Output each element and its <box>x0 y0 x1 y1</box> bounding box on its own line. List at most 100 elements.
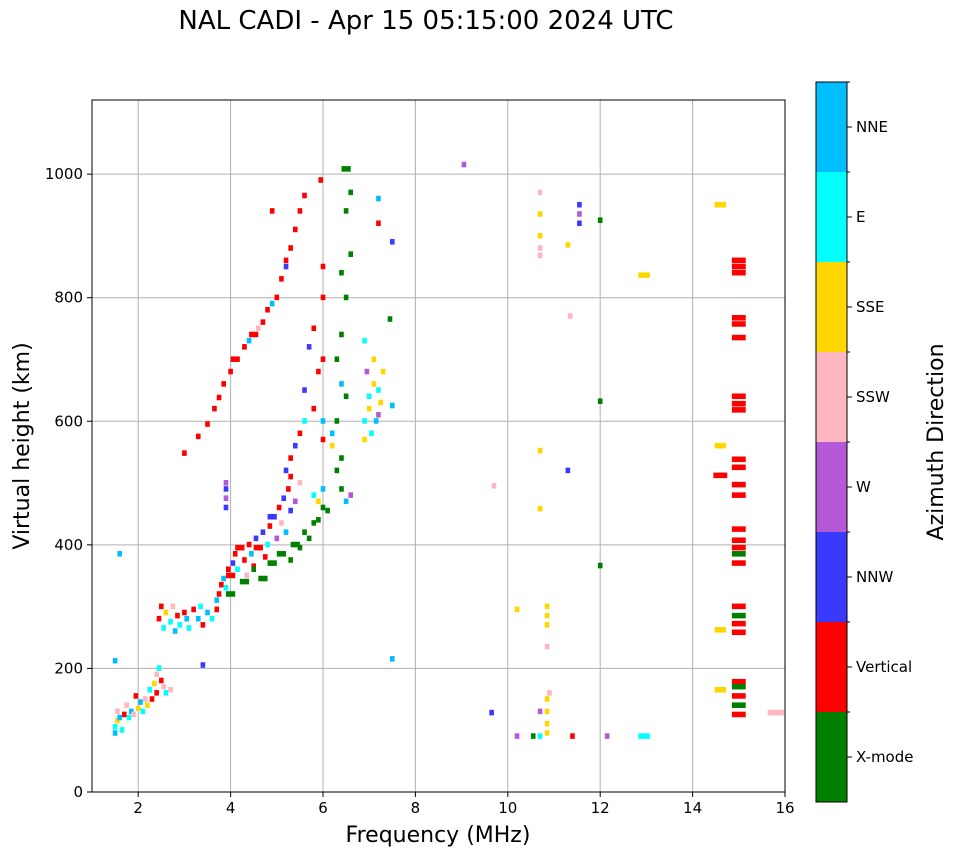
data-point-vertical <box>731 711 746 718</box>
data-point-x-mode <box>302 529 307 535</box>
data-point-sse <box>544 708 550 715</box>
data-point-nnw <box>223 486 229 492</box>
data-point-w <box>274 535 280 542</box>
data-point-vertical <box>205 421 210 427</box>
data-point-sse <box>371 381 377 387</box>
data-point-ssw <box>170 603 176 610</box>
data-point-vertical <box>731 315 746 321</box>
data-point-nnw <box>281 495 287 501</box>
data-point-vertical <box>731 693 746 699</box>
data-point-x-mode <box>343 208 349 214</box>
colorbar-swatch <box>816 262 847 352</box>
data-point-nne <box>329 430 335 437</box>
data-point-nnw <box>577 201 582 208</box>
data-point-ssw <box>491 483 497 489</box>
data-point-x-mode <box>731 702 746 708</box>
data-point-vertical <box>216 591 222 597</box>
data-point-vertical <box>216 394 222 401</box>
colorbar-swatch <box>816 532 847 622</box>
data-point-x-mode <box>597 217 603 223</box>
data-point-x-mode <box>334 467 340 474</box>
data-point-x-mode <box>290 541 300 548</box>
data-point-x-mode <box>731 612 746 619</box>
colorbar-swatch <box>816 352 847 442</box>
x-tick-label: 14 <box>683 799 702 817</box>
colorbar-label-e: E <box>856 208 865 226</box>
data-point-ssw <box>547 690 552 696</box>
data-point-vertical <box>235 544 245 551</box>
data-point-x-mode <box>731 551 746 557</box>
x-tick-label: 6 <box>318 799 328 817</box>
data-point-e <box>362 337 367 344</box>
data-point-vertical <box>316 368 321 375</box>
data-point-nne <box>117 714 123 721</box>
x-ticks: 2 4 6 8 10 12 14 16 <box>133 792 795 817</box>
data-point-ssw <box>131 711 136 718</box>
data-point-ssw <box>537 245 543 251</box>
data-point-x-mode <box>306 535 312 542</box>
y-tick-label: 400 <box>54 536 83 554</box>
data-point-vertical <box>276 504 282 511</box>
data-point-vertical <box>713 472 728 479</box>
data-point-x-mode <box>267 560 277 566</box>
data-point-vertical <box>731 544 746 551</box>
data-point-ssw <box>154 671 159 678</box>
data-point-vertical <box>731 321 746 327</box>
data-point-vertical <box>311 405 317 412</box>
data-point-sse <box>115 717 120 724</box>
data-point-x-mode <box>339 269 344 276</box>
data-point-e <box>537 733 543 739</box>
data-point-w <box>537 708 543 715</box>
data-point-sse <box>714 686 727 693</box>
data-point-nnw <box>389 239 395 245</box>
data-point-e <box>147 686 153 693</box>
data-point-e <box>163 690 169 696</box>
data-point-ssw <box>297 479 303 486</box>
data-point-vertical <box>731 620 746 627</box>
data-point-x-mode <box>343 393 349 400</box>
data-point-e <box>198 603 203 610</box>
data-point-nne <box>389 656 395 662</box>
data-point-sse <box>638 272 650 278</box>
data-point-vertical <box>320 356 326 362</box>
data-point-sse <box>537 447 543 454</box>
data-point-ssw <box>567 313 573 319</box>
data-point-nnw <box>267 513 277 520</box>
data-point-nne <box>339 381 344 387</box>
data-point-nne <box>172 628 178 634</box>
data-point-vertical <box>731 456 746 463</box>
data-point-vertical <box>731 481 746 488</box>
data-point-sse <box>145 702 150 708</box>
data-point-e <box>223 585 229 591</box>
data-point-vertical <box>320 436 326 443</box>
chart-title: NAL CADI - Apr 15 05:15:00 2024 UTC <box>178 6 674 36</box>
data-point-w <box>461 161 467 168</box>
data-point-vertical <box>731 603 746 610</box>
data-point-e <box>168 619 173 625</box>
data-point-x-mode <box>325 507 330 514</box>
data-point-nne <box>373 418 379 424</box>
data-point-x-mode <box>731 683 746 690</box>
data-point-vertical <box>320 263 326 270</box>
data-point-e <box>186 625 192 631</box>
data-point-w <box>223 479 229 486</box>
data-point-vertical <box>288 473 293 480</box>
data-point-e <box>366 393 372 400</box>
x-tick-label: 4 <box>226 799 236 817</box>
data-point-x-mode <box>334 418 340 424</box>
data-point-nnw <box>292 442 298 449</box>
data-point-vertical <box>731 464 746 471</box>
data-point-w <box>292 498 298 505</box>
data-point-w <box>577 211 582 217</box>
data-point-sse <box>537 505 543 512</box>
data-point-vertical <box>279 276 284 282</box>
data-point-x-mode <box>530 733 536 739</box>
y-tick-label: 200 <box>54 659 83 677</box>
data-point-sse <box>544 730 550 736</box>
data-point-sse <box>362 436 367 443</box>
data-point-vertical <box>731 407 746 413</box>
data-point-x-mode <box>316 517 321 523</box>
data-point-e <box>265 541 270 548</box>
data-point-vertical <box>242 557 247 563</box>
data-point-vertical <box>175 612 180 619</box>
